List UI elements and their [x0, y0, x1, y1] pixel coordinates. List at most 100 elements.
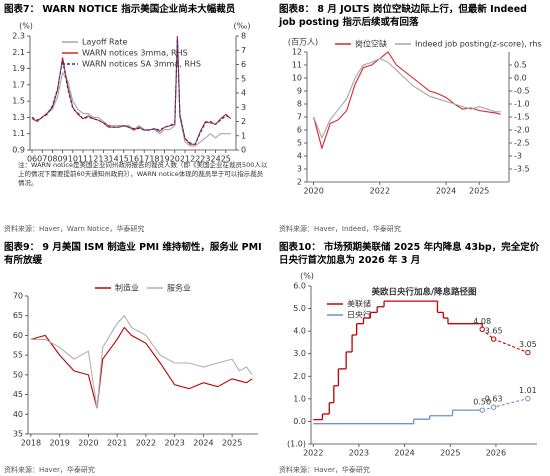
x-tick-label: 18 — [149, 155, 159, 164]
x-tick-label: 2022 — [370, 187, 390, 196]
y2-tick-label: 6 — [241, 60, 246, 69]
y-tick-label: 35 — [13, 430, 23, 439]
y2-tick-label: 7 — [241, 46, 246, 55]
x-tick-label: 25 — [221, 155, 231, 164]
y-tick-label: 6.0 — [293, 282, 306, 291]
x-tick-label: 23 — [200, 155, 210, 164]
y2-tick-label: -1.5 — [514, 113, 530, 122]
legend-label: 岗位空缺 — [355, 39, 387, 49]
x-tick-label: 19 — [160, 155, 170, 164]
y2-tick-label: -2.0 — [514, 126, 530, 135]
chart-title: 图表7： WARN NOTICE 指示美国企业尚未大幅裁员 — [4, 4, 236, 15]
x-tick-label: 12 — [88, 155, 98, 164]
series-line — [30, 326, 253, 409]
chart: (1.0) 0.0 1.0 2.0 3.0 4.0 5.0 6.0 2022 2023 2024 20… — [287, 272, 537, 458]
y-tick-label: 2.3 — [12, 32, 25, 41]
y-tick-label: 2.0 — [293, 372, 306, 381]
x-tick-label: 2025 — [440, 449, 460, 458]
x-tick-label: 2018 — [21, 439, 41, 448]
chart-title: 图表8： 8 月 JOLTS 岗位空缺边际上行，但最新 Indeed job p… — [279, 4, 527, 28]
forecast-point — [490, 404, 497, 410]
y-axis-label: (%) — [300, 272, 314, 281]
y-tick-label: 4 — [297, 152, 302, 161]
y-tick-label: 0.0 — [293, 417, 306, 426]
chart-title: 图表10： 市场预期美联储 2025 年内降息 43bp，完全定价日央行首次加息… — [279, 242, 540, 266]
y-tick-label: 3 — [297, 165, 302, 174]
x-tick-label: 2024 — [394, 449, 414, 458]
y2-tick-label: 0.5 — [514, 61, 527, 70]
forecast-point — [479, 326, 485, 333]
series-line — [30, 314, 253, 409]
y-axis-label: (%) — [19, 22, 33, 31]
y2-tick-label: 2 — [241, 117, 246, 126]
x-tick-label: 2019 — [49, 439, 69, 448]
legend-label: 服务业 — [167, 283, 191, 293]
forecast-point — [525, 395, 531, 402]
x-tick-label: 2021 — [107, 439, 127, 448]
legend-label: Indeed job posting(z-score), rhs — [415, 40, 542, 49]
inner-title: 美欧日央行加息/降息路径图 — [371, 287, 476, 298]
y-tick-label: 4.0 — [293, 327, 306, 336]
y-tick-label: 1.7 — [12, 80, 25, 89]
forecast-point — [490, 336, 497, 342]
y-tick-label: 11 — [292, 61, 302, 70]
source: 资料来源：Haver，华泰研究 — [4, 466, 95, 474]
x-tick-label: 10 — [68, 155, 78, 164]
chart-panel: 0.9 1.1 1.3 1.5 1.7 1.9 2.1 2.3 0 1 2 3 4 5 6 7 8 06 07 08 0… — [0, 0, 275, 238]
x-tick-label: 16 — [129, 155, 139, 164]
legend-label: 美联储 — [347, 299, 371, 309]
y2-tick-label: -2.5 — [514, 139, 530, 148]
x-tick-label: 07 — [37, 155, 47, 164]
y-tick-label: 40 — [13, 410, 23, 419]
x-tick-label: 2022 — [303, 449, 323, 458]
source: 资料来源：Haver，Warn Notice，华泰研究 — [4, 225, 145, 233]
y2-tick-label: 3 — [241, 103, 246, 112]
data-label: 1.01 — [519, 386, 537, 395]
x-tick-label: 2020 — [303, 187, 323, 196]
x-tick-label: 06 — [27, 155, 37, 164]
y-tick-label: 6 — [297, 126, 302, 135]
y-tick-label: 10 — [292, 74, 302, 83]
y-tick-label: 55 — [13, 351, 23, 360]
legend-label: Layoff Rate — [82, 38, 127, 47]
y-tick-label: (1.0) — [287, 440, 306, 449]
x-tick-label: 2023 — [349, 449, 369, 458]
x-tick-label: 2020 — [78, 439, 98, 448]
data-label: 3.65 — [485, 327, 503, 336]
chart: 2 3 4 5 6 7 8 9 10 11 12 -3.5 -3 -2.5 -2.0 -1.5 -1.0 -0.5… — [288, 38, 542, 196]
legend-label: WARN notices SA 3mma, RHS — [82, 60, 201, 69]
x-tick-label: 2022 — [136, 439, 156, 448]
series-line — [313, 57, 501, 140]
x-tick-label: 08 — [47, 155, 57, 164]
y2-tick-label: -1.0 — [514, 100, 530, 109]
x-tick-label: 17 — [139, 155, 149, 164]
chart-title: 图表9： 9 月美国 ISM 制造业 PMI 维持韧性，服务业 PMI 有所放缓 — [4, 242, 262, 266]
y-tick-label: 0.9 — [12, 146, 25, 155]
y-tick-label: 1.5 — [12, 97, 25, 106]
legend-label: 日央行 — [347, 310, 371, 320]
y-tick-label: 50 — [13, 370, 23, 379]
legend-label: 制造业 — [115, 283, 139, 293]
series-line — [313, 51, 501, 151]
x-tick-label: 20 — [170, 155, 180, 164]
y2-tick-label: 0 — [241, 146, 246, 155]
y-tick-label: 3.0 — [293, 349, 306, 358]
y-tick-label: 1.3 — [12, 113, 25, 122]
y-tick-label: 12 — [292, 48, 302, 57]
x-tick-label: 15 — [119, 155, 129, 164]
source: 资料来源：Haver，Indeed，华泰研究 — [279, 225, 401, 233]
chart: 35 40 45 50 55 60 65 70 2018 2019 2020 2021 2022 2023… — [13, 283, 258, 448]
chart-panel: (1.0) 0.0 1.0 2.0 3.0 4.0 5.0 6.0 2022 2023 2024 20… — [275, 238, 550, 476]
y-tick-label: 5 — [297, 139, 302, 148]
y-tick-label: 65 — [13, 311, 23, 320]
x-tick-label: 2025 — [222, 439, 242, 448]
y-tick-label: 7 — [297, 113, 302, 122]
x-tick-label: 09 — [58, 155, 68, 164]
x-tick-label: 2024 — [436, 187, 456, 196]
forecast-point — [525, 349, 531, 356]
data-label: 0.63 — [485, 395, 503, 404]
y-tick-label: 1.9 — [12, 64, 25, 73]
x-tick-label: 14 — [109, 155, 119, 164]
